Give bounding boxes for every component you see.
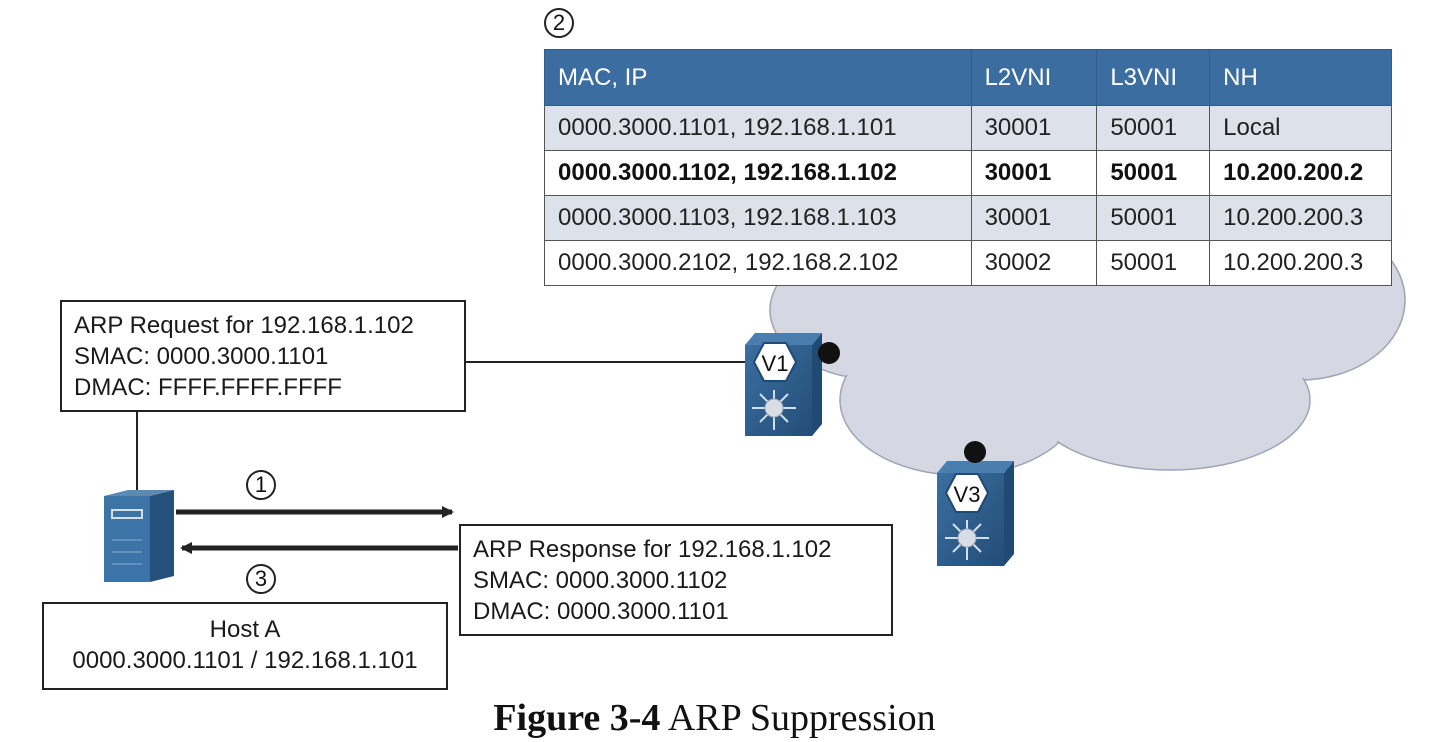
arp-request-title: ARP Request for 192.168.1.102 — [74, 310, 452, 341]
column-header-mac-ip: MAC, IP — [545, 50, 972, 106]
arp-response-smac: SMAC: 0000.3000.1102 — [473, 565, 879, 596]
column-header-l2vni: L2VNI — [971, 50, 1097, 106]
server-icon — [104, 490, 174, 582]
cell-nh: 10.200.200.3 — [1210, 196, 1392, 241]
figure-caption: Figure 3-4 ARP Suppression — [0, 696, 1429, 740]
table-header-row: MAC, IP L2VNI L3VNI NH — [545, 50, 1392, 106]
switch-v1-label: V1 — [762, 351, 789, 376]
v3-port-dot — [964, 441, 986, 463]
switch-v3-label: V3 — [954, 482, 981, 507]
cell-mac-ip: 0000.3000.1103, 192.168.1.103 — [545, 196, 972, 241]
arp-request-box: ARP Request for 192.168.1.102 SMAC: 0000… — [60, 300, 466, 412]
cell-l2vni: 30001 — [971, 196, 1097, 241]
arp-request-dmac: DMAC: FFFF.FFFF.FFFF — [74, 372, 452, 403]
cell-l2vni: 30001 — [971, 151, 1097, 196]
cell-l3vni: 50001 — [1097, 241, 1210, 286]
arp-response-title: ARP Response for 192.168.1.102 — [473, 534, 879, 565]
host-name: Host A — [50, 614, 440, 645]
step-1-marker: 1 — [246, 470, 276, 500]
switch-v1-icon — [745, 333, 822, 436]
cell-l2vni: 30002 — [971, 241, 1097, 286]
arp-response-dmac: DMAC: 0000.3000.1101 — [473, 596, 879, 627]
v1-port-dot — [818, 342, 840, 364]
table-row: 0000.3000.1102, 192.168.1.102 30001 5000… — [545, 151, 1392, 196]
step-2-marker: 2 — [544, 8, 574, 38]
cell-nh: 10.200.200.3 — [1210, 241, 1392, 286]
step-3-marker: 3 — [246, 564, 276, 594]
column-header-l3vni: L3VNI — [1097, 50, 1210, 106]
cell-mac-ip: 0000.3000.1101, 192.168.1.101 — [545, 106, 972, 151]
host-a-box: Host A 0000.3000.1101 / 192.168.1.101 — [42, 602, 448, 690]
cell-mac-ip: 0000.3000.1102, 192.168.1.102 — [545, 151, 972, 196]
cell-l3vni: 50001 — [1097, 151, 1210, 196]
table-row: 0000.3000.1103, 192.168.1.103 30001 5000… — [545, 196, 1392, 241]
figure-label: Figure 3-4 — [493, 697, 660, 739]
column-header-nh: NH — [1210, 50, 1392, 106]
cell-mac-ip: 0000.3000.2102, 192.168.2.102 — [545, 241, 972, 286]
host-address: 0000.3000.1101 / 192.168.1.101 — [50, 645, 440, 676]
cell-nh: Local — [1210, 106, 1392, 151]
arp-response-box: ARP Response for 192.168.1.102 SMAC: 000… — [459, 524, 893, 636]
cell-nh: 10.200.200.2 — [1210, 151, 1392, 196]
table-row: 0000.3000.2102, 192.168.2.102 30002 5000… — [545, 241, 1392, 286]
arp-request-smac: SMAC: 0000.3000.1101 — [74, 341, 452, 372]
cell-l3vni: 50001 — [1097, 106, 1210, 151]
table-row: 0000.3000.1101, 192.168.1.101 30001 5000… — [545, 106, 1392, 151]
mac-ip-table: MAC, IP L2VNI L3VNI NH 0000.3000.1101, 1… — [544, 49, 1392, 286]
switch-v3-icon — [937, 461, 1014, 566]
figure-title: ARP Suppression — [668, 697, 936, 739]
cell-l3vni: 50001 — [1097, 196, 1210, 241]
cell-l2vni: 30001 — [971, 106, 1097, 151]
